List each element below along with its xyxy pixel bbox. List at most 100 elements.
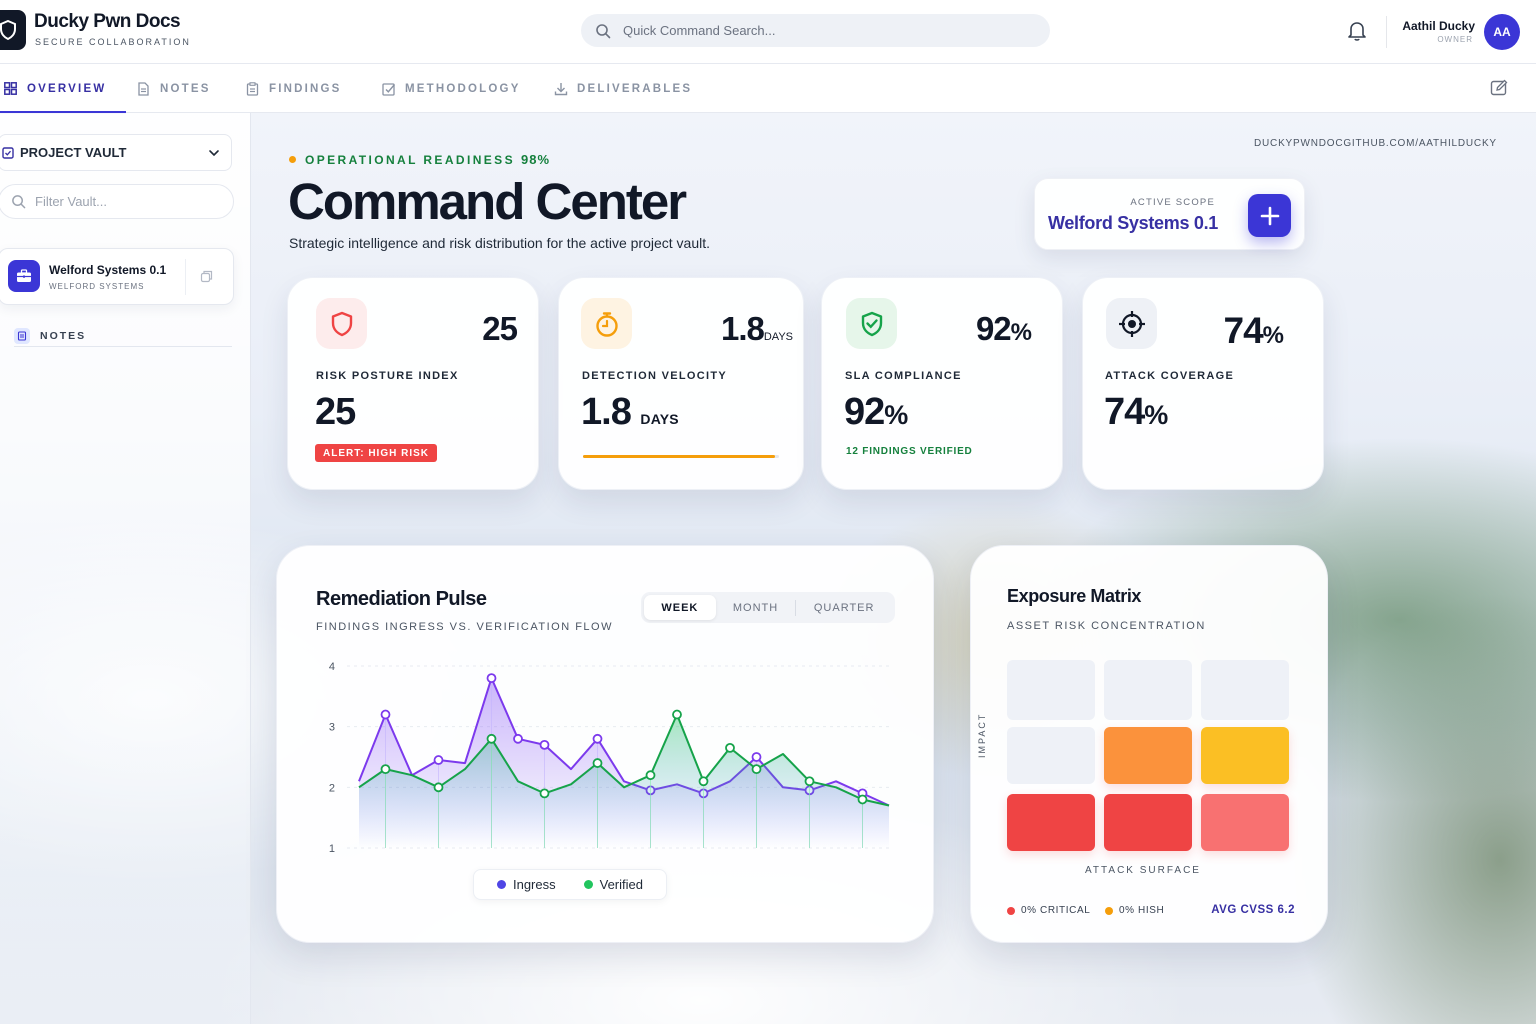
legend-ingress[interactable]: Ingress	[496, 877, 556, 892]
stat-headline: 1.8DAYS	[721, 310, 793, 348]
matrix-subtitle: ASSET RISK CONCENTRATION	[1007, 620, 1206, 632]
add-scope-button[interactable]	[1248, 194, 1291, 237]
y-tick-label: 3	[329, 722, 335, 734]
sidebar-item-label: NOTES	[40, 329, 87, 342]
sidebar: PROJECT VAULT Welford Systems 0.1 WELFOR…	[0, 113, 251, 1024]
tab-label: NOTES	[160, 82, 211, 95]
clipboard-icon	[246, 81, 260, 96]
stat-headline-unit: DAYS	[763, 331, 793, 343]
matrix-x-label: ATTACK SURFACE	[1085, 865, 1201, 876]
tab-label: METHODOLOGY	[405, 82, 521, 95]
app-title: Ducky Pwn Docs	[34, 11, 181, 32]
matrix-cell-r2-c3[interactable]	[1201, 727, 1289, 784]
filter-vault[interactable]	[0, 184, 234, 219]
project-item[interactable]: Welford Systems 0.1 WELFORD SYSTEMS	[0, 248, 234, 305]
matrix-cell-r3-c3[interactable]	[1201, 794, 1289, 851]
stat-headline-unit: %	[1262, 322, 1284, 349]
top-bar: Ducky Pwn Docs SECURE COLLABORATION Aath…	[0, 0, 1536, 64]
tab-overview[interactable]: OVERVIEW	[0, 64, 127, 114]
repo-link[interactable]: DUCKYPWNDOCGITHUB.COM/AATHILDUCKY	[1254, 138, 1497, 149]
matrix-cell-r1-c2[interactable]	[1104, 660, 1192, 720]
stat-card-detection-velocity: 1.8DAYS DETECTION VELOCITY 1.8 DAYS	[558, 277, 804, 490]
active-scope-card: ACTIVE SCOPE Welford Systems 0.1	[1034, 178, 1305, 250]
stat-value-unit: %	[1144, 400, 1168, 430]
matrix-cell-r2-c1[interactable]	[1007, 727, 1095, 784]
command-search[interactable]	[581, 14, 1050, 47]
tab-label: OVERVIEW	[27, 82, 107, 95]
legend-high: 0% HISH	[1105, 905, 1164, 916]
matrix-cell-r1-c3[interactable]	[1201, 660, 1289, 720]
plus-icon	[1260, 206, 1279, 225]
stat-value: 74%	[1104, 391, 1168, 434]
header-divider	[1386, 16, 1387, 48]
bell-icon[interactable]	[1347, 20, 1369, 42]
avatar[interactable]: AA	[1484, 14, 1520, 50]
shield-icon[interactable]	[0, 10, 26, 50]
stat-value: 92%	[844, 391, 908, 434]
tab-deliverables[interactable]: DELIVERABLES	[554, 64, 692, 113]
stat-label: SLA COMPLIANCE	[845, 370, 962, 382]
stat-headline-unit: %	[1010, 319, 1032, 346]
tab-notes[interactable]: NOTES	[137, 64, 211, 113]
y-tick-label: 4	[329, 661, 335, 673]
stat-value-unit: DAYS	[640, 411, 679, 427]
stat-value-number: 92	[844, 391, 885, 433]
matrix-cell-r2-c2[interactable]	[1104, 727, 1192, 784]
matrix-cell-r3-c2[interactable]	[1104, 794, 1192, 851]
legend-label: Ingress	[512, 877, 556, 892]
vault-label: PROJECT VAULT	[20, 145, 127, 160]
briefcase-icon	[8, 260, 40, 292]
range-divider	[795, 599, 797, 616]
range-quarter[interactable]: QUARTER	[813, 601, 875, 614]
data-point	[539, 788, 550, 799]
chevron-down-icon	[207, 146, 221, 160]
data-point	[672, 709, 682, 720]
legend-verified[interactable]: Verified	[583, 877, 643, 892]
page-title: Command Center	[288, 173, 687, 230]
document-icon	[14, 327, 30, 344]
search-input[interactable]	[623, 23, 1003, 38]
velocity-progress-fill	[583, 455, 776, 458]
stat-value-number: 1.8	[581, 391, 632, 433]
stat-card-risk-posture: 25 RISK POSTURE INDEX 25 ALERT: HIGH RIS…	[287, 277, 539, 490]
checkbox-icon	[382, 82, 396, 96]
data-point	[433, 782, 444, 793]
edit-icon[interactable]	[1490, 79, 1510, 99]
project-vault-select[interactable]: PROJECT VAULT	[0, 134, 232, 171]
stat-headline-value: 74	[1223, 310, 1264, 351]
matrix-cell-r1-c1[interactable]	[1007, 660, 1095, 720]
data-point	[513, 733, 523, 744]
range-week[interactable]: WEEK	[644, 595, 716, 620]
matrix-cell-r3-c1[interactable]	[1007, 794, 1095, 851]
data-point	[698, 776, 709, 787]
copy-icon[interactable]	[200, 270, 214, 284]
legend-critical: 0% CRITICAL	[1007, 905, 1090, 916]
chart-title: Remediation Pulse	[316, 588, 487, 610]
data-point	[804, 776, 815, 787]
tab-methodology[interactable]: METHODOLOGY	[382, 64, 521, 113]
filter-input[interactable]	[35, 194, 215, 209]
data-point	[751, 752, 762, 762]
pulse-chart: 4 3 2 1	[329, 661, 890, 855]
range-month[interactable]: MONTH	[732, 601, 779, 614]
readiness-indicator: OPERATIONAL READINESS 98%	[289, 152, 550, 167]
remediation-pulse-card: Remediation Pulse FINDINGS INGRESS VS. V…	[276, 545, 934, 943]
y-tick-label: 2	[329, 782, 335, 794]
status-dot	[289, 156, 296, 163]
data-point	[592, 733, 603, 744]
grid-icon	[4, 81, 18, 96]
exposure-matrix-card: Exposure Matrix ASSET RISK CONCENTRATION…	[970, 545, 1328, 943]
nav-tabs: OVERVIEW NOTES FINDINGS METHODOLOGY DELI…	[0, 64, 1536, 114]
shield-icon	[316, 298, 367, 349]
tab-findings[interactable]: FINDINGS	[246, 64, 342, 113]
project-divider	[185, 259, 186, 295]
data-point	[751, 764, 762, 775]
stat-headline: 92%	[976, 310, 1032, 348]
data-point	[725, 742, 735, 753]
series-line-verified	[358, 713, 890, 807]
legend-dot	[583, 880, 593, 889]
stat-value-number: 74	[1104, 391, 1145, 433]
sidebar-item-notes[interactable]: NOTES	[14, 325, 232, 347]
download-icon	[554, 82, 568, 96]
stat-headline: 25	[482, 310, 518, 347]
